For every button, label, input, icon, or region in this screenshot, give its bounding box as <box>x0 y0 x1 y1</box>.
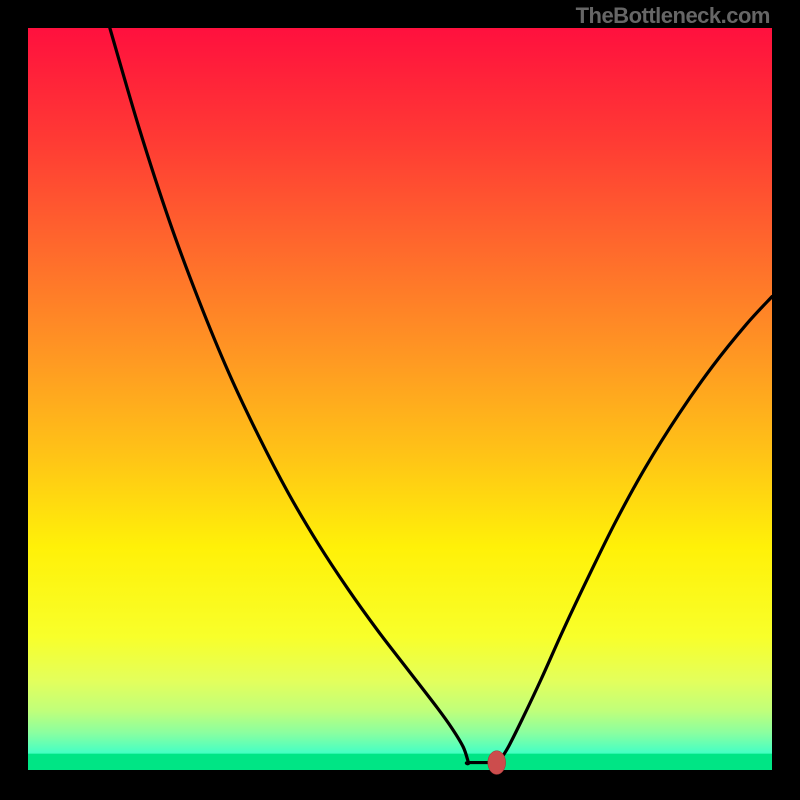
optimal-point-marker <box>488 751 506 775</box>
chart-canvas <box>0 0 800 800</box>
baseline-band <box>28 754 772 770</box>
watermark: TheBottleneck.com <box>576 3 770 29</box>
